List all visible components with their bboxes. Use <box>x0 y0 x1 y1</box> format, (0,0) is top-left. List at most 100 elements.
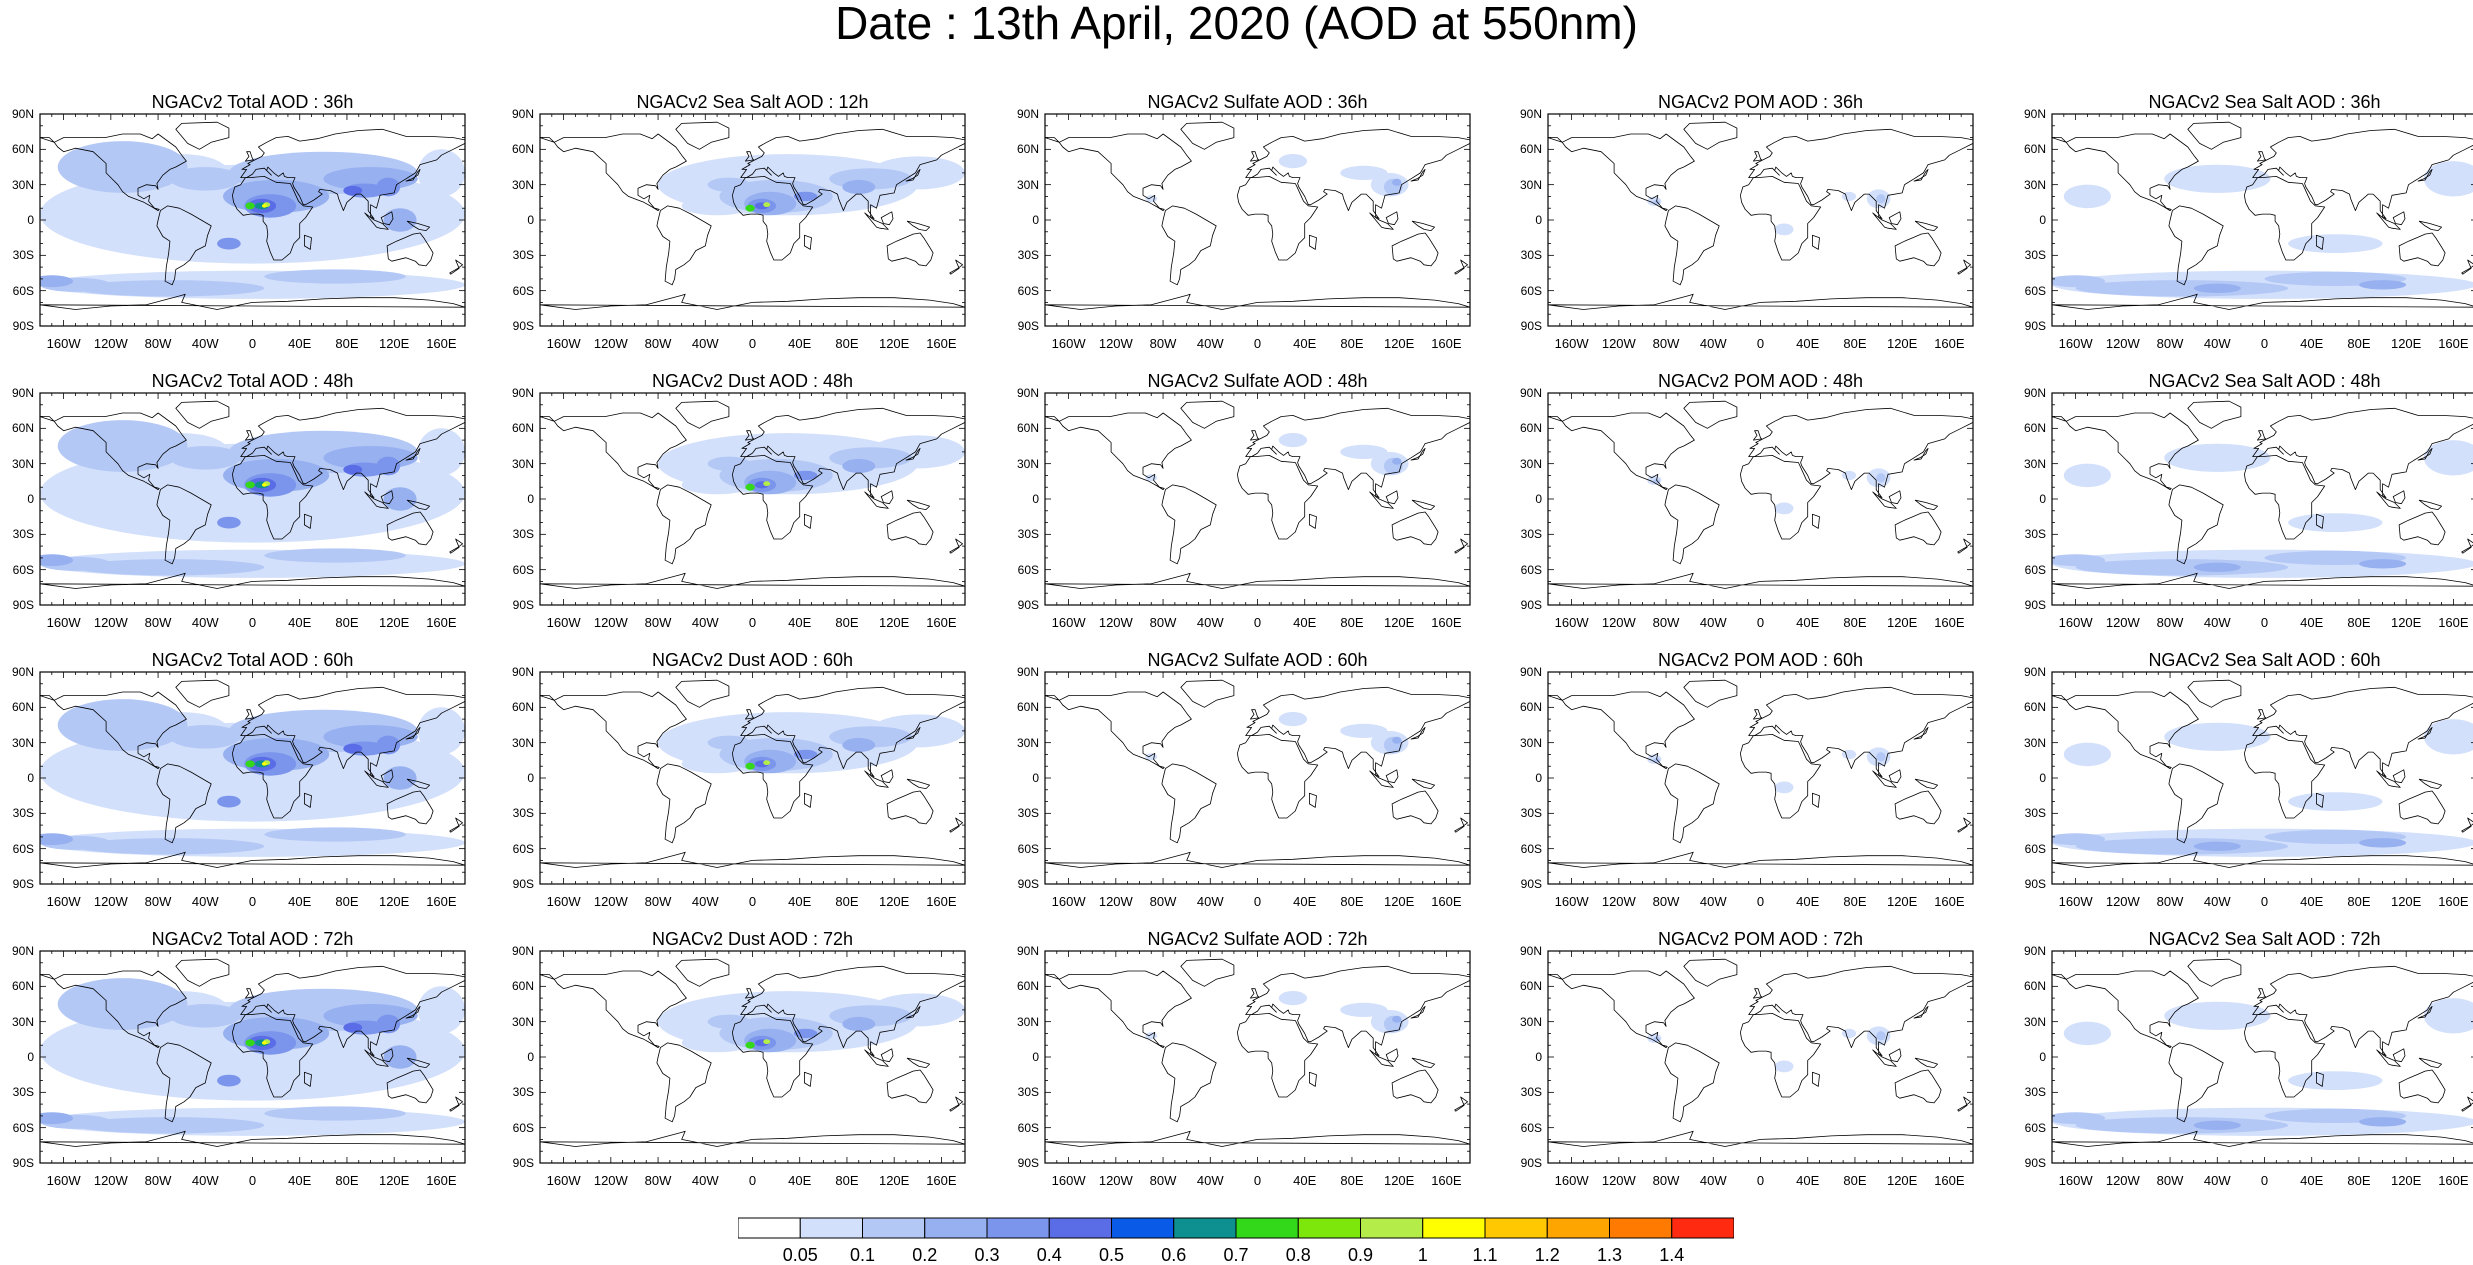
lon-tick-label: 80W <box>1149 1173 1177 1188</box>
aod-shaded-region <box>2052 554 2106 567</box>
aod-shaded-region <box>793 191 818 202</box>
lat-tick-label: 90S <box>2024 598 2046 612</box>
panel-title: NGACv2 Dust AOD : 60h <box>651 650 854 670</box>
aod-shaded-region <box>1774 781 1794 794</box>
coastline <box>2398 232 2446 267</box>
coastline <box>364 212 389 230</box>
map-panel: NGACv2 Dust AOD : 48h 90N 60N 30N 0 30S 60S 90S… <box>500 371 1000 641</box>
aod-shaded-region <box>2052 275 2106 288</box>
aod-shaded-region <box>842 179 876 195</box>
aod-shaded-region <box>264 269 406 284</box>
lat-tick-label: 0 <box>1032 213 1039 227</box>
panel-title: NGACv2 Sea Salt AOD : 12h <box>636 92 869 112</box>
coastline <box>949 1096 964 1112</box>
lat-tick-label: 90S <box>2024 877 2046 891</box>
aod-shaded-region <box>2075 838 2289 855</box>
coastline <box>2392 490 2406 505</box>
aod-shaded-region <box>169 1004 241 1028</box>
lat-tick-label: 30S <box>2024 806 2046 821</box>
aod-shaded-region <box>1278 154 1308 169</box>
coastline <box>2417 448 2433 461</box>
aod-shaded-region <box>745 204 755 212</box>
coastline <box>553 133 687 211</box>
coastline <box>1045 1130 1470 1147</box>
lat-tick-label: 30N <box>511 456 534 471</box>
coastline <box>2243 455 2326 540</box>
lat-tick-label: 60S <box>1520 1120 1542 1135</box>
colorbar-label: 1.1 <box>1472 1245 1498 1265</box>
aod-shaded-region <box>261 204 267 208</box>
coastline <box>2418 1057 2443 1068</box>
lon-tick-label: 40W <box>191 1173 219 1188</box>
lon-tick-label: 40E <box>1293 1173 1317 1188</box>
map-panel: NGACv2 Dust AOD : 72h 90N 60N 30N 0 30S 60S 90S… <box>500 929 1000 1199</box>
lon-tick-label: 40W <box>191 336 219 351</box>
coastline <box>731 455 814 540</box>
lat-tick-label: 0 <box>1535 213 1542 227</box>
aod-map <box>1547 671 1974 885</box>
lon-tick-label: 40E <box>288 615 312 630</box>
lat-tick-label: 90S <box>12 877 34 891</box>
lat-tick-label: 0 <box>27 492 34 506</box>
lat-tick-label: 60S <box>1520 562 1542 577</box>
coastline <box>2243 1013 2326 1098</box>
panel-title: NGACv2 Sulfate AOD : 60h <box>1147 650 1368 670</box>
lon-tick-label: 80W <box>1652 1173 1680 1188</box>
lon-tick-label: 0 <box>1756 1173 1765 1188</box>
coastline <box>1391 1069 1439 1104</box>
coastline <box>1161 763 1217 844</box>
coastline <box>1894 232 1942 267</box>
panel-title: NGACv2 Sulfate AOD : 72h <box>1147 929 1368 949</box>
lon-tick-label: 40E <box>1796 336 1820 351</box>
lon-tick-label: 0 <box>2260 336 2269 351</box>
lon-tick-label: 80E <box>835 336 859 351</box>
aod-shaded-region <box>2164 1001 2271 1030</box>
colorbar-box <box>1173 1217 1237 1239</box>
coastline <box>886 1069 934 1104</box>
coastline <box>2256 430 2267 441</box>
coastline <box>405 169 421 182</box>
lon-tick-label: 80E <box>1843 894 1867 909</box>
coastline <box>2252 965 2473 1057</box>
coastline <box>803 1071 812 1087</box>
lat-tick-label: 30S <box>1017 527 1039 542</box>
coastline <box>949 538 964 554</box>
aod-map <box>539 950 966 1164</box>
coastline <box>244 430 255 441</box>
aod-shaded-region <box>40 275 74 288</box>
lon-tick-label: 80E <box>835 1173 859 1188</box>
coastline <box>2052 293 2473 310</box>
coastline <box>740 128 965 220</box>
coastline <box>364 1049 389 1067</box>
lon-tick-label: 40E <box>1293 336 1317 351</box>
coastline <box>2315 513 2324 529</box>
colorbar-label: 1 <box>1417 1245 1428 1265</box>
lon-tick-label: 120W <box>1601 894 1636 909</box>
map-frame <box>1547 392 1974 606</box>
aod-map <box>2051 113 2473 327</box>
aod-shaded-region <box>842 458 876 474</box>
lon-tick-label: 0 <box>1253 615 1262 630</box>
coastline <box>540 572 965 589</box>
colorbar-label: 0.9 <box>1347 1245 1374 1265</box>
lat-tick-label: 60S <box>12 283 34 298</box>
coastline <box>1410 1006 1426 1019</box>
lat-tick-label: 30S <box>1520 248 1542 263</box>
colorbar-label: 1.4 <box>1659 1245 1685 1265</box>
lon-tick-label: 160E <box>1431 336 1462 351</box>
lat-tick-label: 30N <box>2023 735 2046 750</box>
aod-shaded-region <box>383 1045 417 1069</box>
panel-title: NGACv2 Dust AOD : 72h <box>651 929 854 949</box>
coastline <box>449 1096 464 1112</box>
lon-tick-label: 160E <box>426 1173 457 1188</box>
coastline <box>1888 769 1902 784</box>
aod-shaded-region <box>763 1039 771 1045</box>
lat-tick-label: 90N <box>511 107 534 121</box>
lon-tick-label: 120W <box>1098 336 1133 351</box>
lat-tick-label: 90S <box>12 319 34 333</box>
aod-shaded-region <box>2288 792 2383 811</box>
aod-shaded-region <box>1278 712 1308 727</box>
aod-shaded-region <box>2052 1112 2106 1125</box>
coastline <box>1561 691 1695 769</box>
lon-tick-label: 80E <box>2347 615 2371 630</box>
